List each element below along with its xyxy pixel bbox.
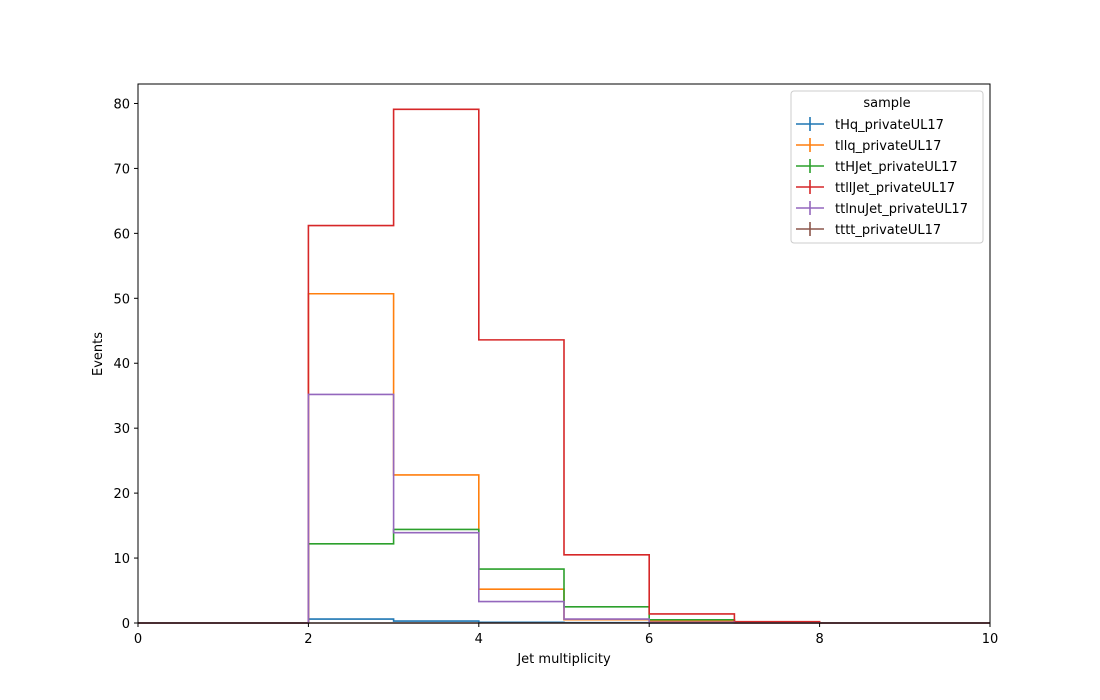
legend-label: ttllJet_privateUL17	[835, 181, 955, 196]
x-tick-label: 0	[134, 632, 142, 647]
x-axis-ticks: 0 2 4 6 8 10	[134, 623, 998, 647]
legend-entry-tllq_privateUL17: tllq_privateUL17	[796, 138, 941, 154]
y-tick-label: 40	[113, 357, 130, 372]
legend-entry-ttlnuJet_privateUL17: ttlnuJet_privateUL17	[796, 201, 968, 217]
y-axis-ticks: 0 10 20 30 40 50 60 70 80	[113, 97, 138, 632]
y-axis-label: Events	[91, 332, 106, 376]
legend-entries: tHq_privateUL17 tllq_privateUL17 ttHJet_pr…	[796, 117, 968, 238]
x-tick-label: 8	[815, 632, 823, 647]
legend-label: tllq_privateUL17	[835, 139, 941, 154]
y-tick-label: 60	[113, 227, 130, 242]
x-tick-label: 4	[475, 632, 483, 647]
series-line-ttllJet_privateUL17	[138, 108, 990, 624]
legend-label: ttHJet_privateUL17	[835, 160, 958, 175]
y-tick-label: 80	[113, 97, 130, 112]
legend-entry-tttt_privateUL17: tttt_privateUL17	[796, 222, 941, 238]
legend-title: sample	[863, 96, 910, 111]
legend-label: tHq_privateUL17	[835, 118, 944, 133]
y-tick-label: 0	[122, 617, 130, 632]
legend-entry-ttllJet_privateUL17: ttllJet_privateUL17	[796, 180, 955, 196]
y-tick-label: 10	[113, 552, 130, 567]
legend-entry-tHq_privateUL17: tHq_privateUL17	[796, 117, 944, 133]
x-tick-label: 10	[982, 632, 999, 647]
x-tick-label: 6	[645, 632, 653, 647]
legend: sample tHq_privateUL17 tllq_privateUL17tt…	[790, 90, 984, 244]
legend-entry-ttHJet_privateUL17: ttHJet_privateUL17	[796, 159, 958, 175]
legend-box	[790, 90, 984, 244]
legend-label: ttlnuJet_privateUL17	[835, 202, 968, 217]
x-axis-label: Jet multiplicity	[516, 652, 611, 667]
y-tick-label: 30	[113, 422, 130, 437]
x-tick-label: 2	[304, 632, 312, 647]
y-tick-label: 20	[113, 487, 130, 502]
legend-label: tttt_privateUL17	[835, 223, 941, 238]
y-tick-label: 70	[113, 162, 130, 177]
plot-frame	[137, 83, 991, 624]
y-tick-label: 50	[113, 292, 130, 307]
